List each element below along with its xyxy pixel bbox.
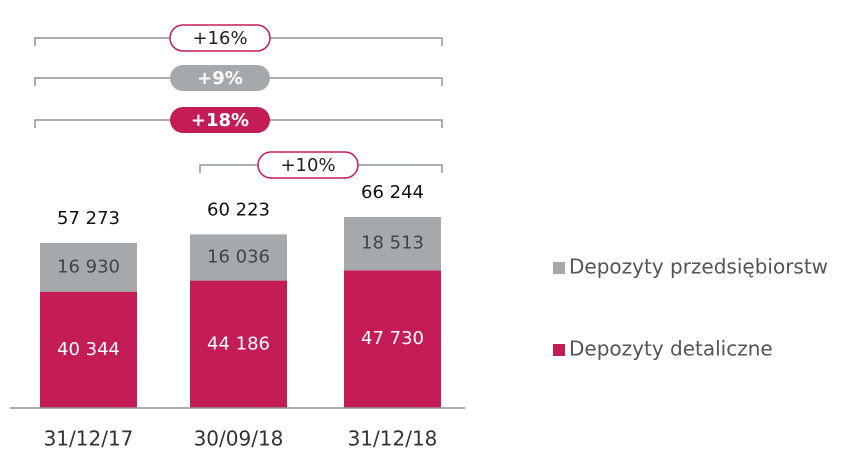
annotation-label: +18%: [191, 110, 249, 131]
annotation-label: +9%: [197, 68, 243, 89]
total-label: 66 244: [361, 182, 424, 203]
legend-swatch: [553, 262, 565, 274]
x-tick-label: 31/12/17: [44, 427, 134, 451]
bar-segment: [190, 234, 287, 281]
x-tick-label: 31/12/18: [348, 427, 438, 451]
legend-swatch: [553, 344, 565, 356]
value-label: 16 036: [207, 246, 270, 267]
value-label: 47 730: [361, 328, 424, 349]
annotation-pill: [257, 151, 359, 179]
value-label: 16 930: [57, 256, 120, 277]
annotation-pill: [170, 107, 270, 133]
annotation-pill: [169, 24, 271, 52]
value-label: 44 186: [207, 333, 270, 354]
bar-segment: [190, 280, 287, 408]
total-label: 57 273: [57, 208, 120, 229]
bar-segment: [344, 270, 441, 408]
x-tick-label: 30/09/18: [194, 427, 284, 451]
legend-label: Depozyty przedsiębiorstw: [569, 255, 828, 279]
bar-segment: [40, 242, 137, 292]
bar-segment: [40, 291, 137, 408]
value-label: 40 344: [57, 339, 120, 360]
bar-segment: [344, 217, 441, 271]
value-label: 18 513: [361, 233, 424, 254]
legend-label: Depozyty detaliczne: [569, 337, 773, 361]
total-label: 60 223: [207, 199, 270, 220]
annotation-label: +16%: [192, 28, 247, 49]
annotation-label: +10%: [280, 155, 335, 176]
annotation-pill: [170, 65, 270, 91]
